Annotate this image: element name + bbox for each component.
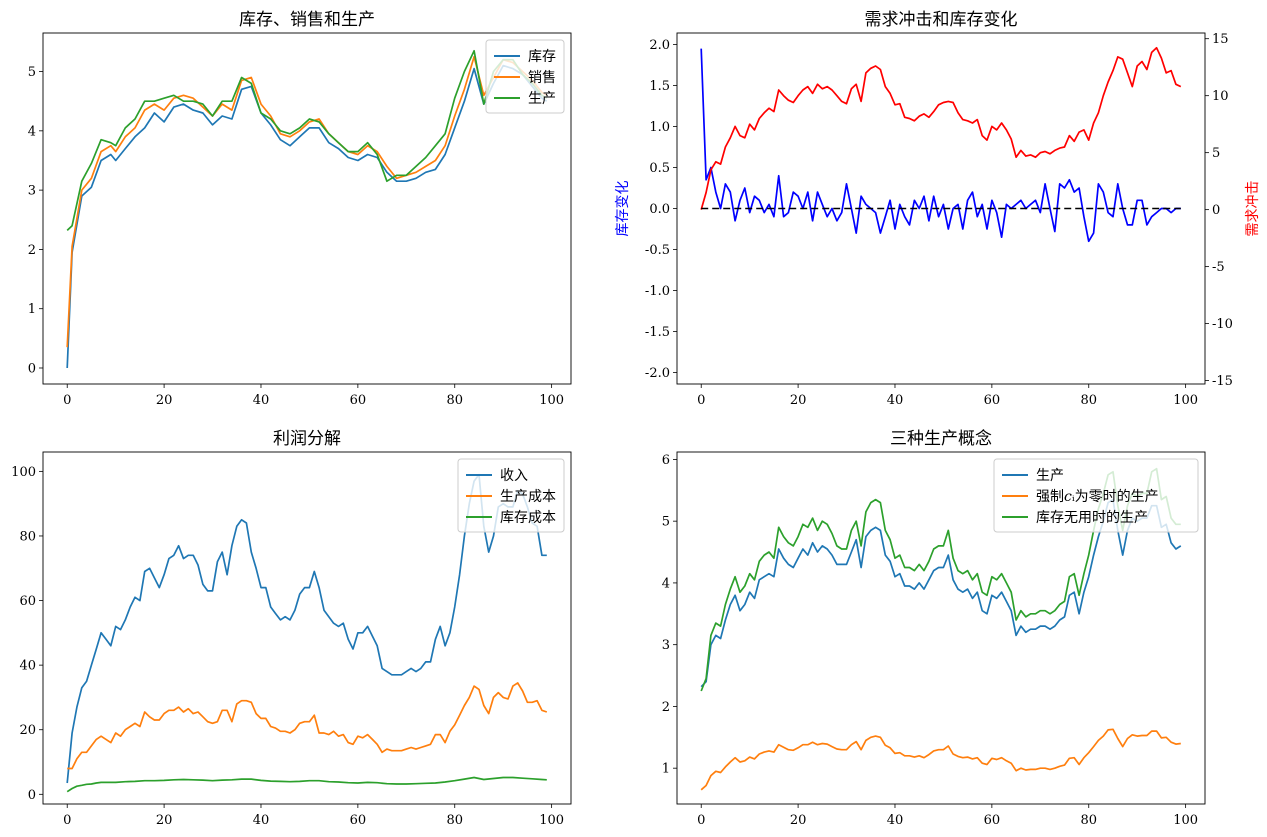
series-line-3 xyxy=(66,49,548,232)
x-tick-label: 20 xyxy=(790,813,807,828)
legend-label: 生产成本 xyxy=(500,489,556,505)
y2-tick-label: 0 xyxy=(1212,203,1220,218)
plot-frame xyxy=(42,451,572,805)
y-tick-label: 80 xyxy=(19,529,36,544)
y-tick-label: -2.0 xyxy=(645,366,670,381)
x-tick-label: 60 xyxy=(984,393,1001,408)
x-tick-label: 80 xyxy=(446,393,463,408)
series-line-1 xyxy=(700,48,1181,243)
y2-tick-label: -10 xyxy=(1212,317,1233,332)
plot-area xyxy=(66,49,548,369)
legend-box xyxy=(457,458,565,533)
legend-label: 收入 xyxy=(500,468,528,484)
y-tick-label: 2 xyxy=(28,243,36,258)
y-tick-label: 2.0 xyxy=(649,38,670,53)
x-tick-label: 20 xyxy=(156,393,173,408)
chart-title: 三种生产概念 xyxy=(890,428,992,449)
legend-label: 销售 xyxy=(528,70,556,86)
x-tick-label: 60 xyxy=(350,393,367,408)
x-tick-label: 80 xyxy=(1080,813,1097,828)
legend-label: 库存 xyxy=(528,49,556,65)
series-line-3 xyxy=(66,776,547,793)
legend-label: 强制𝑐ᵢ为零时的生产 xyxy=(1036,489,1159,505)
x-tick-label: 100 xyxy=(1173,393,1198,408)
y-tick-label: 0 xyxy=(28,361,36,376)
y2-tick-label: -5 xyxy=(1212,260,1225,275)
series-line-2 xyxy=(66,55,548,348)
x-tick-label: 0 xyxy=(697,393,705,408)
y-tick-label: 60 xyxy=(19,594,36,609)
y2-tick-label: 5 xyxy=(1212,146,1220,161)
y-tick-label: -1.5 xyxy=(645,325,670,340)
y-tick-label: 0.0 xyxy=(649,202,670,217)
legend-label: 生产 xyxy=(528,91,556,107)
legend-label: 生产 xyxy=(1036,468,1064,484)
plot-frame xyxy=(676,451,1206,805)
x-tick-label: 100 xyxy=(1173,813,1198,828)
y-tick-label: 4 xyxy=(662,576,670,591)
y-tick-label: 3 xyxy=(28,184,36,199)
chart-title: 库存、销售和生产 xyxy=(239,10,375,30)
x-tick-label: 60 xyxy=(984,813,1001,828)
x-tick-label: 80 xyxy=(446,813,463,828)
y-tick-label: -1.0 xyxy=(645,284,670,299)
y-tick-label: 2 xyxy=(662,700,670,715)
y-tick-label: 5 xyxy=(28,65,36,80)
y-tick-label: 20 xyxy=(19,723,36,738)
x-tick-label: 0 xyxy=(63,813,71,828)
legend-box xyxy=(485,39,565,114)
legend-label: 库存成本 xyxy=(500,510,556,526)
y2-tick-label: 15 xyxy=(1212,32,1229,47)
series-line-2 xyxy=(67,682,548,770)
chart-title: 利润分解 xyxy=(273,429,341,449)
y-tick-label: 100 xyxy=(11,465,36,480)
x-tick-label: 40 xyxy=(887,393,904,408)
y-tick-label: 0.5 xyxy=(649,161,670,176)
series-line-2 xyxy=(700,46,1182,210)
series-line-2 xyxy=(700,728,1181,791)
y-tick-label: 1.5 xyxy=(649,79,670,94)
y-tick-label: 0 xyxy=(28,788,36,803)
y-tick-label: 6 xyxy=(662,453,670,468)
y-tick-label: 4 xyxy=(28,124,36,139)
y2-tick-label: -15 xyxy=(1212,374,1233,389)
y-tick-label: 5 xyxy=(662,515,670,530)
x-tick-label: 40 xyxy=(253,813,270,828)
y2-axis-label: 需求冲击 xyxy=(1245,181,1261,237)
series-line-1 xyxy=(66,64,548,369)
x-tick-label: 100 xyxy=(539,393,564,408)
x-tick-label: 20 xyxy=(156,813,173,828)
legend-box xyxy=(993,458,1199,533)
chart-title: 需求冲击和库存变化 xyxy=(865,10,1018,30)
x-tick-label: 40 xyxy=(253,393,270,408)
x-tick-label: 20 xyxy=(790,393,807,408)
plot-area xyxy=(700,46,1182,243)
y-tick-label: 40 xyxy=(19,659,36,674)
x-tick-label: 100 xyxy=(539,813,564,828)
legend-label: 库存无用时的生产 xyxy=(1036,510,1148,526)
x-tick-label: 0 xyxy=(697,813,705,828)
y-tick-label: 1.0 xyxy=(649,120,670,135)
x-tick-label: 60 xyxy=(350,813,367,828)
subplot-4: 三种生产概念 0 20 40 60 80 100 1 2 3 4 5 6 生产强制𝑐ᵢ为零时的生产库存无用… xyxy=(662,428,1206,828)
x-tick-label: 40 xyxy=(887,813,904,828)
x-tick-label: 80 xyxy=(1080,393,1097,408)
plot-frame xyxy=(676,32,1206,385)
y-tick-label: 3 xyxy=(662,638,670,653)
y-tick-label: 1 xyxy=(662,762,670,777)
x-tick-label: 0 xyxy=(63,393,71,408)
y-tick-label: 1 xyxy=(28,302,36,317)
y2-tick-label: 10 xyxy=(1212,89,1229,104)
plot-frame xyxy=(42,32,572,385)
y-axis-label: 库存变化 xyxy=(615,181,631,237)
y-tick-label: -0.5 xyxy=(645,243,670,258)
